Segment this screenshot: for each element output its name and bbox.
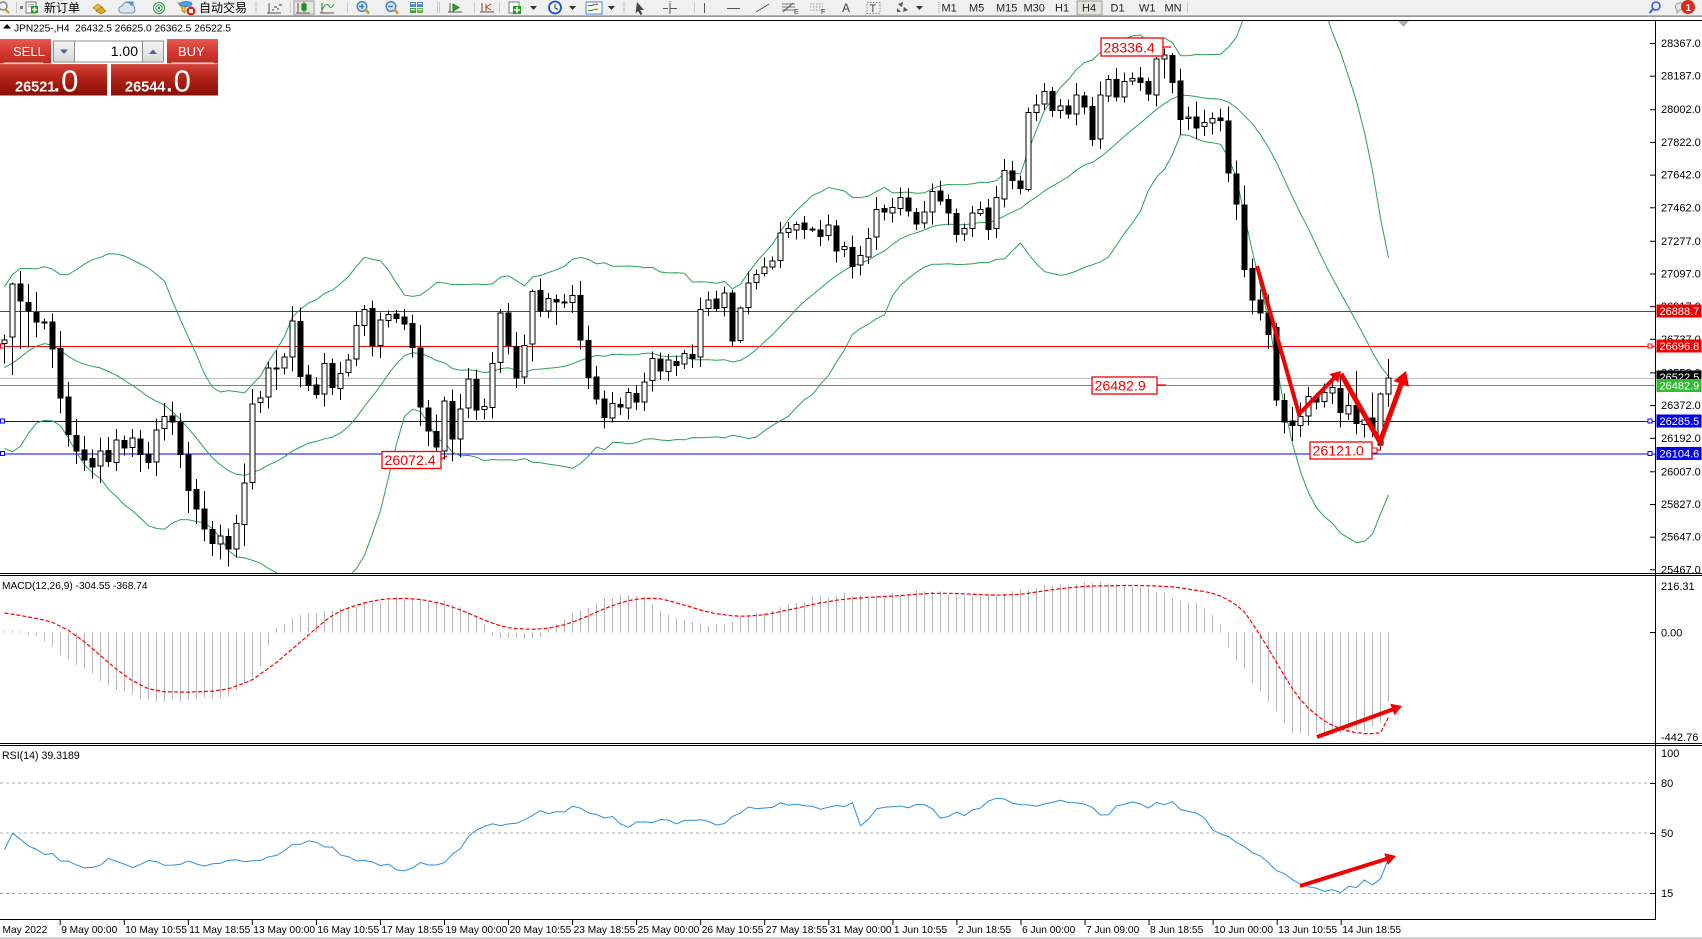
svg-text:80: 80 bbox=[1661, 778, 1673, 790]
svg-text:27 May 18:55: 27 May 18:55 bbox=[766, 925, 828, 936]
svg-text:1 Jun 10:55: 1 Jun 10:55 bbox=[894, 925, 948, 936]
svg-text:50: 50 bbox=[1661, 828, 1673, 840]
svg-text:M1: M1 bbox=[942, 3, 957, 15]
svg-text:11 May 18:55: 11 May 18:55 bbox=[189, 925, 250, 936]
svg-text:A: A bbox=[842, 1, 850, 15]
svg-text:新订单: 新订单 bbox=[44, 0, 80, 15]
svg-text:26121.0: 26121.0 bbox=[1313, 444, 1364, 460]
svg-text:23 May 18:55: 23 May 18:55 bbox=[574, 925, 636, 936]
svg-text:19 May 00:00: 19 May 00:00 bbox=[446, 925, 508, 936]
svg-text:26372.0: 26372.0 bbox=[1661, 400, 1701, 412]
svg-text:SELL: SELL bbox=[13, 44, 45, 59]
svg-text:May 2022: May 2022 bbox=[3, 925, 48, 936]
svg-text:27097.0: 27097.0 bbox=[1661, 269, 1701, 281]
svg-text:10 Jun 00:00: 10 Jun 00:00 bbox=[1214, 925, 1273, 936]
svg-text:26696.8: 26696.8 bbox=[1660, 341, 1700, 353]
svg-text:MN: MN bbox=[1165, 3, 1182, 15]
svg-text:27462.0: 27462.0 bbox=[1661, 202, 1701, 214]
svg-text:15: 15 bbox=[1661, 888, 1673, 900]
svg-text:25827.0: 25827.0 bbox=[1661, 499, 1701, 511]
svg-text:M15: M15 bbox=[996, 3, 1017, 15]
svg-text:M30: M30 bbox=[1024, 3, 1045, 15]
svg-text:26482.9: 26482.9 bbox=[1095, 379, 1146, 395]
svg-text:.0: .0 bbox=[53, 64, 79, 99]
svg-text:1: 1 bbox=[1686, 3, 1692, 14]
svg-text:26072.4: 26072.4 bbox=[385, 453, 436, 469]
svg-text:26192.0: 26192.0 bbox=[1661, 433, 1701, 445]
svg-text:F: F bbox=[821, 9, 825, 16]
svg-text:27822.0: 27822.0 bbox=[1661, 137, 1701, 149]
svg-text:W1: W1 bbox=[1139, 3, 1156, 15]
svg-text:26104.6: 26104.6 bbox=[1660, 449, 1700, 461]
svg-text:28187.0: 28187.0 bbox=[1661, 71, 1701, 83]
svg-text:M5: M5 bbox=[969, 3, 984, 15]
svg-text:D1: D1 bbox=[1111, 3, 1125, 15]
svg-text:26544: 26544 bbox=[125, 80, 165, 96]
svg-text:17 May 18:55: 17 May 18:55 bbox=[381, 925, 443, 936]
svg-text:自动交易: 自动交易 bbox=[199, 0, 247, 15]
svg-text:28367.0: 28367.0 bbox=[1661, 38, 1701, 50]
svg-text:216.31: 216.31 bbox=[1661, 581, 1695, 593]
svg-text:26007.0: 26007.0 bbox=[1661, 466, 1701, 478]
svg-text:H1: H1 bbox=[1055, 3, 1069, 15]
svg-text:100: 100 bbox=[1661, 748, 1679, 760]
svg-text:26285.5: 26285.5 bbox=[1660, 416, 1700, 428]
svg-text:8 Jun 18:55: 8 Jun 18:55 bbox=[1150, 925, 1204, 936]
svg-text:13 May 00:00: 13 May 00:00 bbox=[253, 925, 315, 936]
svg-text:25647.0: 25647.0 bbox=[1661, 532, 1701, 544]
svg-text:26521: 26521 bbox=[15, 80, 55, 96]
svg-text:31 May 00:00: 31 May 00:00 bbox=[830, 925, 892, 936]
svg-text:26 May 10:55: 26 May 10:55 bbox=[702, 925, 764, 936]
svg-text:13 Jun 10:55: 13 Jun 10:55 bbox=[1278, 925, 1337, 936]
svg-text:26482.9: 26482.9 bbox=[1660, 381, 1700, 393]
svg-text:9 May 00:00: 9 May 00:00 bbox=[61, 925, 117, 936]
svg-text:20 May 10:55: 20 May 10:55 bbox=[510, 925, 572, 936]
svg-text:E: E bbox=[794, 9, 799, 16]
svg-text:14 Jun 18:55: 14 Jun 18:55 bbox=[1342, 925, 1401, 936]
svg-text:25 May 00:00: 25 May 00:00 bbox=[638, 925, 700, 936]
svg-text:28002.0: 28002.0 bbox=[1661, 104, 1701, 116]
svg-text:26888.7: 26888.7 bbox=[1660, 306, 1700, 318]
svg-text:10 May 10:55: 10 May 10:55 bbox=[125, 925, 187, 936]
svg-text:6 Jun 00:00: 6 Jun 00:00 bbox=[1022, 925, 1076, 936]
svg-text:27642.0: 27642.0 bbox=[1661, 170, 1701, 182]
svg-text:1.00: 1.00 bbox=[111, 43, 138, 59]
svg-text:28336.4: 28336.4 bbox=[1104, 41, 1155, 57]
svg-text:16 May 10:55: 16 May 10:55 bbox=[317, 925, 379, 936]
svg-text:JPN225-,H4 26432.5 26625.0 26: JPN225-,H4 26432.5 26625.0 26362.5 26522… bbox=[14, 24, 231, 35]
svg-text:MACD(12,26,9) -304.55 -368.74: MACD(12,26,9) -304.55 -368.74 bbox=[2, 581, 148, 592]
svg-text:-442.76: -442.76 bbox=[1661, 732, 1698, 744]
svg-text:0.00: 0.00 bbox=[1661, 628, 1682, 640]
svg-text:RSI(14) 39.3189: RSI(14) 39.3189 bbox=[2, 750, 80, 762]
svg-text:2 Jun 18:55: 2 Jun 18:55 bbox=[958, 925, 1012, 936]
svg-text:T: T bbox=[870, 3, 877, 15]
svg-text:.0: .0 bbox=[165, 64, 191, 99]
svg-text:BUY: BUY bbox=[178, 44, 205, 59]
svg-text:7 Jun 09:00: 7 Jun 09:00 bbox=[1086, 925, 1140, 936]
svg-text:H4: H4 bbox=[1082, 3, 1096, 15]
svg-text:27277.0: 27277.0 bbox=[1661, 236, 1701, 248]
svg-text:25467.0: 25467.0 bbox=[1661, 564, 1701, 576]
